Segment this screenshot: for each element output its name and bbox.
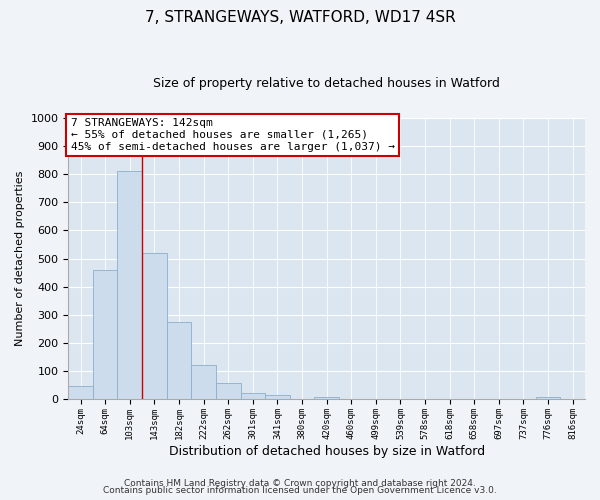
Bar <box>68 386 93 399</box>
Bar <box>241 393 265 399</box>
Text: Contains HM Land Registry data © Crown copyright and database right 2024.: Contains HM Land Registry data © Crown c… <box>124 478 476 488</box>
Text: 7 STRANGEWAYS: 142sqm
← 55% of detached houses are smaller (1,265)
45% of semi-d: 7 STRANGEWAYS: 142sqm ← 55% of detached … <box>71 118 395 152</box>
Bar <box>265 395 290 399</box>
Bar <box>536 397 560 399</box>
Bar <box>167 322 191 399</box>
Title: Size of property relative to detached houses in Watford: Size of property relative to detached ho… <box>153 78 500 90</box>
Bar <box>314 397 339 399</box>
X-axis label: Distribution of detached houses by size in Watford: Distribution of detached houses by size … <box>169 444 485 458</box>
Text: Contains public sector information licensed under the Open Government Licence v3: Contains public sector information licen… <box>103 486 497 495</box>
Bar <box>216 383 241 399</box>
Bar <box>191 365 216 399</box>
Bar <box>142 253 167 399</box>
Bar <box>93 270 118 399</box>
Bar <box>118 172 142 399</box>
Text: 7, STRANGEWAYS, WATFORD, WD17 4SR: 7, STRANGEWAYS, WATFORD, WD17 4SR <box>145 10 455 25</box>
Y-axis label: Number of detached properties: Number of detached properties <box>15 171 25 346</box>
